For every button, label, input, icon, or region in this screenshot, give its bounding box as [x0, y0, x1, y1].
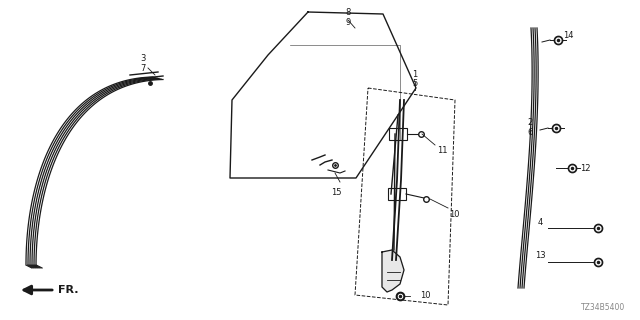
Text: TZ34B5400: TZ34B5400: [580, 303, 625, 312]
Text: 15: 15: [331, 188, 341, 196]
Text: 8: 8: [346, 7, 351, 17]
Text: 5: 5: [412, 78, 418, 87]
Text: 3: 3: [140, 53, 146, 62]
Text: FR.: FR.: [58, 285, 79, 295]
Text: 11: 11: [436, 146, 447, 155]
Text: 4: 4: [538, 218, 543, 227]
Text: 1: 1: [412, 69, 418, 78]
Text: 14: 14: [563, 30, 573, 39]
Text: 9: 9: [346, 18, 351, 27]
Bar: [389, 128, 407, 140]
Text: 10: 10: [420, 292, 431, 300]
Text: 12: 12: [580, 164, 590, 172]
Text: 2: 2: [527, 117, 532, 126]
Bar: [388, 188, 406, 200]
Text: 6: 6: [527, 127, 532, 137]
Text: 13: 13: [534, 252, 545, 260]
Text: 10: 10: [449, 210, 460, 219]
Polygon shape: [382, 250, 404, 292]
Text: 7: 7: [140, 63, 146, 73]
